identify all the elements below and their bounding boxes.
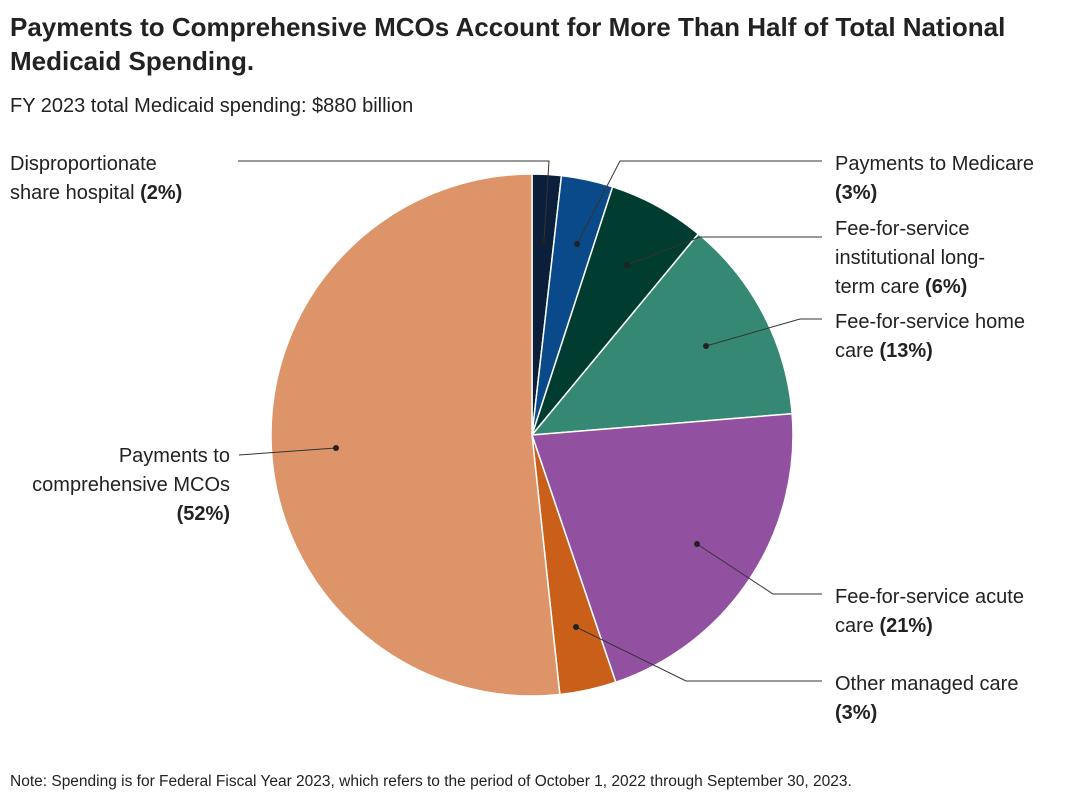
slice-label-line: (3%) [835, 702, 877, 724]
leader-line-other-managed-care [575, 626, 822, 682]
slice-percent-fee-for-service-home-care: (13%) [879, 340, 932, 362]
slice-label-fee-for-service-acute-care: Fee-for-service acute care (21%) [835, 586, 1024, 637]
leader-dot-fee-for-service-institutional-long-term-care [624, 262, 630, 268]
slice-label-fee-for-service-institutional-long-term-care: Fee-for-service institutional long-term c… [835, 218, 985, 298]
slice-label-line: institutional long- [835, 247, 985, 269]
slice-percent-payments-to-comprehensive-mcos: (52%) [177, 503, 230, 525]
slice-label-other-managed-care: Other managed care (3%) [835, 673, 1018, 724]
leader-dot-payments-to-comprehensive-mcos [333, 445, 339, 451]
chart-subtitle: FY 2023 total Medicaid spending: $880 bi… [10, 95, 414, 117]
leader-dot-fee-for-service-home-care [703, 343, 709, 349]
slice-label-line: Other managed care [835, 673, 1018, 695]
pie-slices [270, 173, 794, 697]
slice-label-line: Payments to Medicare [835, 153, 1034, 175]
slice-label-line: Fee-for-service home [835, 311, 1025, 333]
slice-label-line: care (13%) [835, 340, 933, 362]
pie-chart: Disproportionate share hospital (2%) Payme… [10, 153, 1034, 724]
leader-dot-disproportionate-share-hospital [541, 238, 547, 244]
slice-percent-disproportionate-share-hospital: (2%) [140, 182, 182, 204]
slice-label-line: term care (6%) [835, 276, 967, 298]
leader-dot-fee-for-service-acute-care [694, 541, 700, 547]
chart-note: Note: Spending is for Federal Fiscal Yea… [10, 773, 852, 790]
pie-slice-fee-for-service-home-care [531, 233, 793, 436]
slice-label-line: share hospital (2%) [10, 182, 182, 204]
slice-label-line: Disproportionate [10, 153, 157, 175]
leader-dot-payments-to-medicare [574, 241, 580, 247]
slice-label-line: Fee-for-service acute [835, 586, 1024, 608]
slice-label-disproportionate-share-hospital: Disproportionate share hospital (2%) [10, 153, 182, 204]
slice-labels: Disproportionate share hospital (2%) Payme… [10, 153, 1034, 724]
slice-label-payments-to-medicare: Payments to Medicare (3%) [835, 153, 1034, 204]
pie-slice-fee-for-service-acute-care [531, 412, 794, 683]
leader-dot-other-managed-care [573, 624, 579, 630]
slice-percent-payments-to-medicare: (3%) [835, 182, 877, 204]
leader-line-payments-to-comprehensive-mcos [238, 447, 337, 456]
leader-lines [238, 160, 822, 682]
slice-label-line: comprehensive MCOs [32, 474, 230, 496]
leader-line-payments-to-medicare [576, 160, 822, 245]
chart-title: Payments to Comprehensive MCOs Account f… [10, 12, 1006, 76]
slice-label-line: Payments to [119, 445, 230, 467]
slice-label-fee-for-service-home-care: Fee-for-service home care (13%) [835, 311, 1025, 362]
leader-line-fee-for-service-institutional-long-term-care [626, 236, 822, 266]
pie-slice-payments-to-comprehensive-mcos [270, 173, 561, 697]
leader-line-disproportionate-share-hospital [238, 160, 550, 242]
slice-label-line: (52%) [177, 503, 230, 525]
slice-percent-fee-for-service-institutional-long-term-care: (6%) [925, 276, 967, 298]
slice-label-line: (3%) [835, 182, 877, 204]
slice-label-payments-to-comprehensive-mcos: Payments to comprehensive MCOs (52%) [32, 445, 230, 525]
leader-line-fee-for-service-acute-care [696, 543, 822, 595]
slice-percent-fee-for-service-acute-care: (21%) [879, 615, 932, 637]
slice-label-line: Fee-for-service [835, 218, 969, 240]
leader-line-fee-for-service-home-care [705, 318, 822, 347]
slice-label-line: care (21%) [835, 615, 933, 637]
slice-percent-other-managed-care: (3%) [835, 702, 877, 724]
